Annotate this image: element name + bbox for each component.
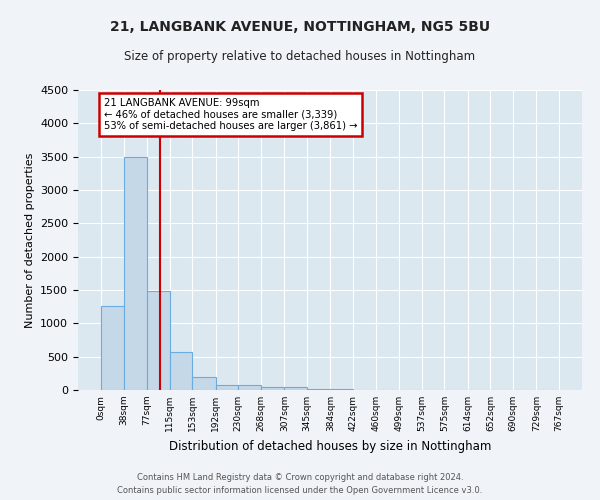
Text: 21, LANGBANK AVENUE, NOTTINGHAM, NG5 5BU: 21, LANGBANK AVENUE, NOTTINGHAM, NG5 5BU	[110, 20, 490, 34]
Bar	[261, 386, 284, 390]
Bar	[170, 352, 193, 390]
Bar	[284, 388, 307, 390]
X-axis label: Distribution of detached houses by size in Nottingham: Distribution of detached houses by size …	[169, 440, 491, 452]
Bar	[147, 292, 170, 390]
Bar	[215, 384, 238, 390]
Y-axis label: Number of detached properties: Number of detached properties	[25, 152, 35, 328]
Bar	[193, 376, 215, 390]
Bar	[101, 306, 124, 390]
Text: Size of property relative to detached houses in Nottingham: Size of property relative to detached ho…	[124, 50, 476, 63]
Text: Contains public sector information licensed under the Open Government Licence v3: Contains public sector information licen…	[118, 486, 482, 495]
Text: 21 LANGBANK AVENUE: 99sqm
← 46% of detached houses are smaller (3,339)
53% of se: 21 LANGBANK AVENUE: 99sqm ← 46% of detac…	[104, 98, 358, 131]
Bar	[124, 156, 147, 390]
Bar	[307, 388, 330, 390]
Text: Contains HM Land Registry data © Crown copyright and database right 2024.: Contains HM Land Registry data © Crown c…	[137, 474, 463, 482]
Bar	[238, 386, 261, 390]
